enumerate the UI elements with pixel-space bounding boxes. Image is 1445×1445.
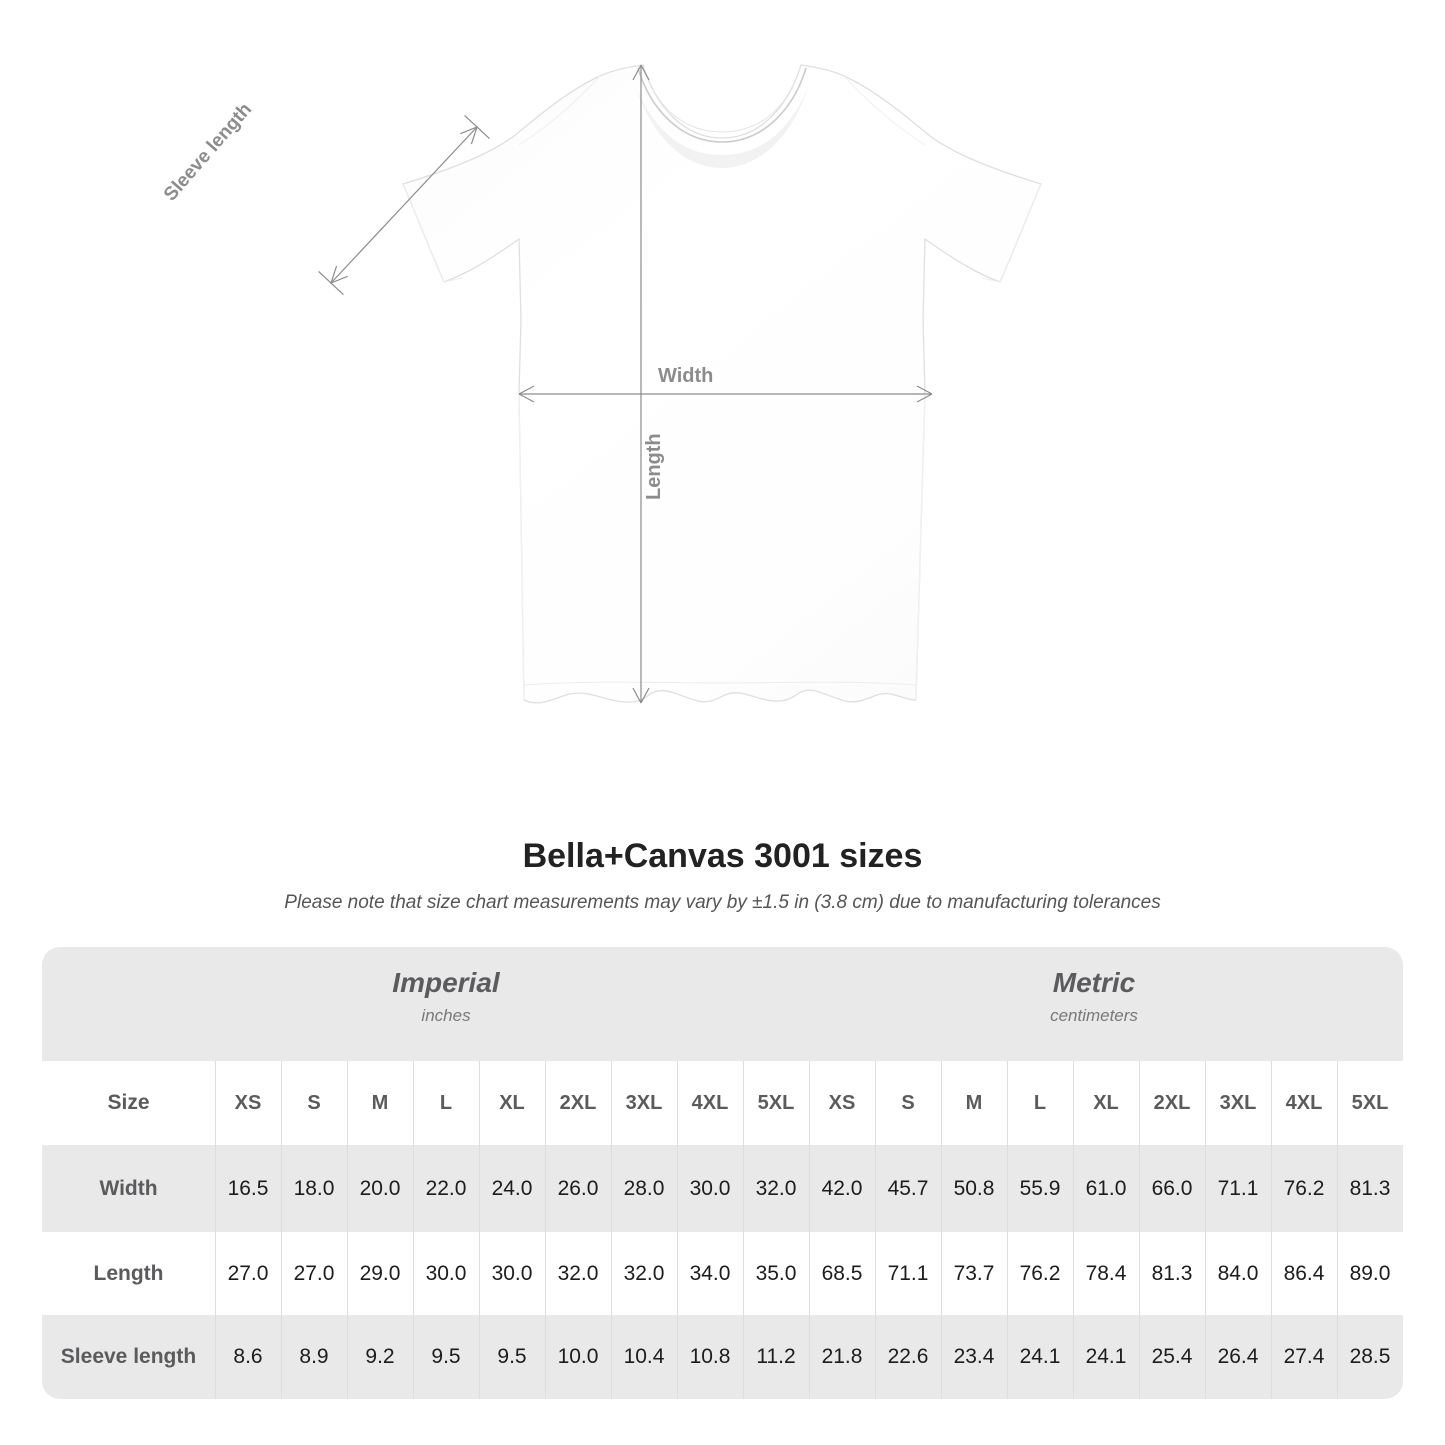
svg-text:Sleeve length: Sleeve length xyxy=(160,99,256,205)
svg-text:Length: Length xyxy=(643,433,665,500)
svg-text:Width: Width xyxy=(658,365,713,387)
